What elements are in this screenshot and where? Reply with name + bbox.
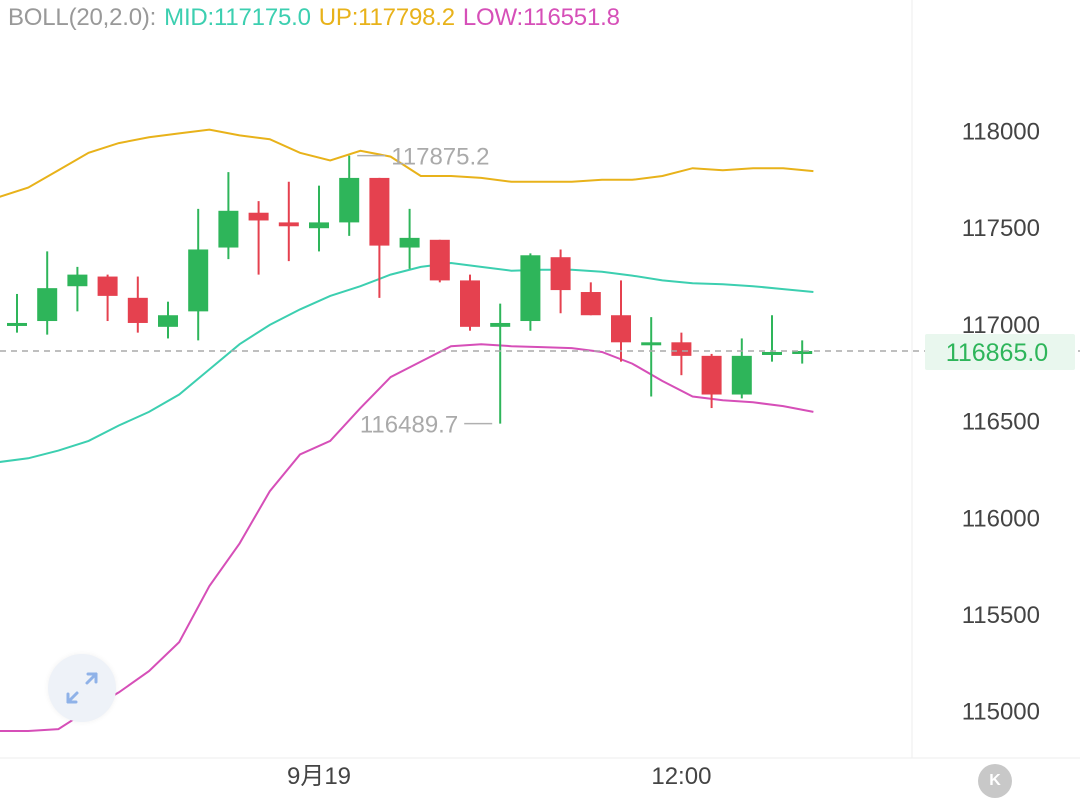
- candle-down: [97, 274, 118, 322]
- candle-up: [218, 172, 239, 260]
- candle-up: [158, 301, 178, 339]
- low-marker-label: 116489.7: [360, 412, 458, 439]
- candle-body: [7, 322, 27, 326]
- candle-body: [460, 280, 480, 327]
- chart-grid: [0, 0, 1080, 759]
- current-price-badge: [925, 334, 1075, 371]
- boll-legend-up: UP:117798.2: [318, 4, 455, 31]
- boll-legend-low: LOW:116551.8: [462, 4, 620, 31]
- candle-down: [429, 239, 450, 283]
- candle-body: [369, 177, 390, 246]
- candle-body: [611, 315, 631, 343]
- candle-body: [309, 222, 329, 229]
- candles: [7, 155, 813, 424]
- candle-body: [158, 315, 178, 327]
- candle-body: [550, 257, 571, 291]
- current-price-label: 116865.0: [946, 339, 1048, 367]
- candle-up: [67, 266, 88, 312]
- expand-button[interactable]: [48, 654, 116, 722]
- candle-up: [37, 251, 58, 335]
- candle-up: [339, 155, 360, 236]
- candle-body: [490, 322, 511, 327]
- k-line-icon: K: [989, 772, 1001, 789]
- y-tick-label: 117500: [962, 215, 1040, 242]
- candle-down: [611, 280, 631, 362]
- k-line-button[interactable]: K: [978, 764, 1012, 798]
- candle-body: [792, 351, 813, 355]
- x-tick-label: 9月19: [287, 763, 351, 786]
- candle-body: [580, 292, 601, 316]
- y-tick-label: 118000: [962, 119, 1040, 146]
- candle-body: [520, 255, 541, 322]
- candle-body: [641, 342, 662, 346]
- candle-up: [188, 208, 209, 341]
- candle-down: [278, 181, 299, 262]
- candle-down: [127, 276, 148, 333]
- candle-body: [429, 239, 450, 281]
- candle-body: [731, 355, 752, 395]
- candle-down: [701, 353, 722, 409]
- candle-down: [671, 332, 692, 376]
- candle-body: [188, 249, 209, 312]
- candle-down: [369, 177, 390, 298]
- candle-down: [550, 249, 571, 314]
- candle-body: [248, 212, 269, 221]
- price-markers: 117875.2 116489.7: [357, 144, 493, 439]
- candle-down: [580, 282, 601, 316]
- y-tick-label: 116500: [962, 409, 1040, 436]
- upper-band-line: [0, 128, 814, 198]
- boll-legend-name: BOLL(20,2.0):: [8, 4, 157, 31]
- candle-body: [339, 177, 360, 223]
- candle-body: [127, 297, 148, 323]
- candle-body: [278, 222, 299, 227]
- candle-down: [248, 201, 269, 275]
- expand-arrows-icon: [66, 672, 98, 704]
- candle-up: [520, 253, 541, 331]
- high-marker-label: 117875.2: [391, 144, 489, 171]
- candle-up: [762, 315, 782, 362]
- lower-band-line: [0, 343, 814, 732]
- candle-body: [762, 351, 782, 355]
- candle-body: [701, 355, 722, 395]
- candle-up: [641, 317, 662, 397]
- y-tick-label: 115000: [962, 699, 1040, 726]
- candle-up: [7, 293, 27, 333]
- candle-body: [399, 237, 420, 248]
- x-tick-label: 12:00: [651, 763, 711, 786]
- price-axis: 1180001175001170001165001160001155001150…: [0, 119, 1080, 786]
- candle-up: [731, 338, 752, 399]
- candle-down: [460, 274, 480, 331]
- candle-body: [37, 288, 58, 322]
- candle-up: [309, 185, 329, 252]
- candle-body: [97, 276, 118, 296]
- mid-band-line: [0, 261, 814, 463]
- candle-up: [399, 208, 420, 269]
- candle-body: [218, 210, 239, 248]
- y-tick-label: 116000: [962, 505, 1040, 532]
- y-tick-label: 115500: [962, 602, 1040, 629]
- boll-legend-mid: MID:117175.0: [164, 4, 311, 31]
- candle-up: [490, 303, 511, 424]
- candle-body: [67, 274, 88, 287]
- boll-legend: BOLL(20,2.0): MID:117175.0 UP:117798.2 LOW:…: [8, 4, 628, 32]
- candle-up: [792, 340, 813, 364]
- candle-body: [671, 342, 692, 356]
- bollinger-bands: [0, 128, 814, 732]
